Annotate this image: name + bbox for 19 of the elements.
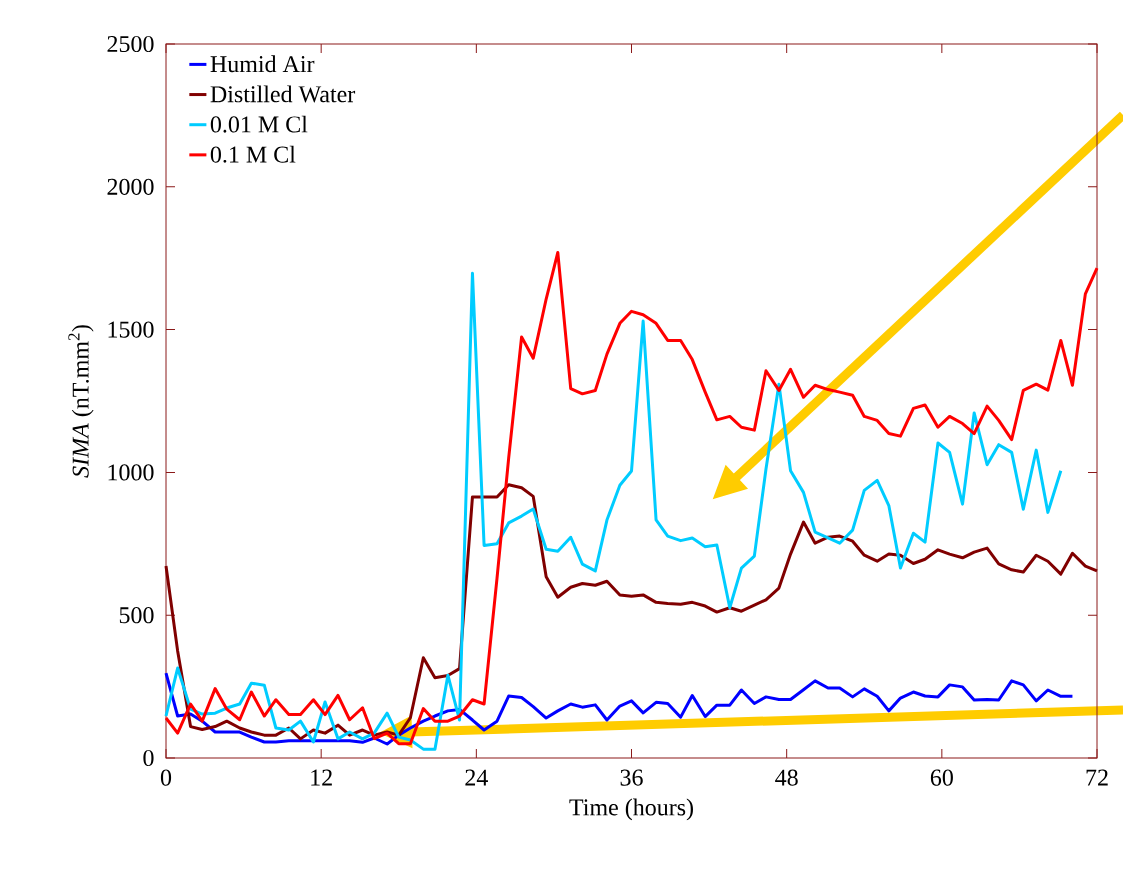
legend-label: 0.01 M Cl [210, 115, 308, 133]
x-axis-title: Time (hours) [569, 798, 693, 821]
y-tick-label: 2000 [107, 178, 154, 195]
y-tick-label: 500 [119, 607, 154, 624]
legend-label: 0.1 M Cl [210, 145, 296, 163]
x-tick-label: 48 [775, 769, 798, 786]
x-tick-label: 60 [930, 769, 953, 786]
x-tick-label: 72 [1086, 769, 1108, 786]
x-tick-label: 12 [311, 769, 332, 786]
legend-label: Distilled Water [210, 85, 356, 103]
x-tick-label: 36 [620, 769, 643, 786]
legend-label: Humid Air [210, 55, 315, 73]
y-tick-label: 1000 [108, 464, 154, 481]
x-tick-label: 24 [465, 769, 488, 786]
y-tick-label: 2500 [107, 35, 154, 53]
y-axis-title: SIMA (nT.mm$^{2}$) [68, 325, 94, 478]
y-tick-label: 0 [143, 749, 154, 767]
y-tick-label: 1500 [108, 321, 154, 338]
x-tick-label: 0 [160, 769, 172, 786]
